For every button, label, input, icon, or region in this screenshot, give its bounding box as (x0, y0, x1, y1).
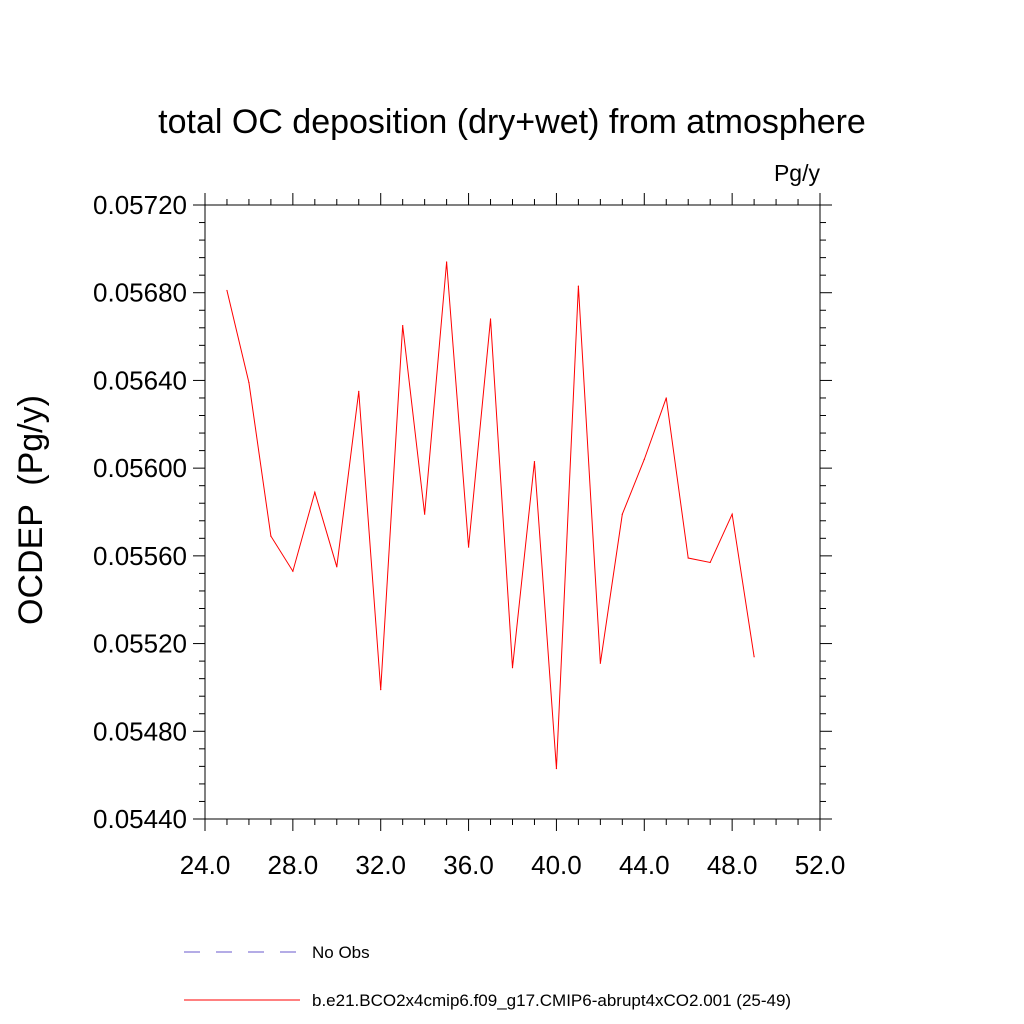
data-point (467, 546, 470, 548)
data-point (687, 557, 689, 559)
legend-label: No Obs (312, 943, 370, 962)
x-tick-label: 52.0 (795, 850, 846, 880)
chart-title: total OC deposition (dry+wet) from atmos… (158, 103, 866, 141)
data-point (336, 566, 338, 568)
data-point (489, 318, 492, 320)
legend: No Obs b.e21.BCO2x4cmip6.f09_g17.CMIP6-ab… (184, 943, 791, 1010)
data-point (358, 390, 360, 392)
data-point (533, 460, 536, 463)
data-point (424, 513, 426, 515)
data-point (511, 667, 514, 669)
x-tick-label: 36.0 (443, 850, 494, 880)
y-tick-label: 0.05640 (93, 365, 187, 395)
series-line (226, 261, 755, 769)
data-point (621, 513, 623, 515)
y-tick-label: 0.05680 (93, 278, 187, 308)
y-tick-label: 0.05480 (93, 716, 187, 746)
data-point (270, 535, 272, 537)
y-tick-label: 0.05520 (93, 629, 187, 659)
y-tick-label: 0.05720 (93, 190, 187, 220)
x-tick-label: 48.0 (707, 850, 758, 880)
data-point (709, 561, 711, 564)
series-layer (226, 261, 755, 770)
data-point (599, 662, 601, 664)
data-point (248, 382, 250, 384)
data-point (446, 261, 448, 263)
data-point (665, 397, 667, 399)
y-tick-label: 0.05440 (93, 804, 187, 834)
y-axis-label: OCDEP (Pg/y) (12, 395, 50, 625)
data-point (643, 458, 645, 460)
x-tick-label: 28.0 (268, 850, 319, 880)
tick-labels: 24.0 28.0 32.0 36.0 40.0 44.0 48.0 52.0 0.05440 0… (93, 190, 845, 880)
data-point (577, 285, 579, 287)
legend-label: b.e21.BCO2x4cmip6.f09_g17.CMIP6-abrupt4x… (312, 991, 791, 1010)
units-label: Pg/y (774, 160, 821, 186)
data-point (731, 513, 733, 515)
y-tick-label: 0.05560 (93, 541, 187, 571)
data-point (380, 689, 382, 691)
data-point (292, 570, 294, 572)
data-point (314, 491, 316, 493)
x-tick-label: 32.0 (355, 850, 406, 880)
data-point (555, 767, 558, 770)
axis-ticks (193, 193, 832, 831)
x-tick-label: 44.0 (619, 850, 670, 880)
y-tick-label: 0.05600 (93, 453, 187, 483)
x-tick-label: 24.0 (180, 850, 231, 880)
data-point (402, 325, 404, 327)
x-tick-label: 40.0 (531, 850, 582, 880)
data-point (226, 289, 228, 292)
plot-frame (204, 204, 821, 820)
data-point (753, 656, 755, 658)
